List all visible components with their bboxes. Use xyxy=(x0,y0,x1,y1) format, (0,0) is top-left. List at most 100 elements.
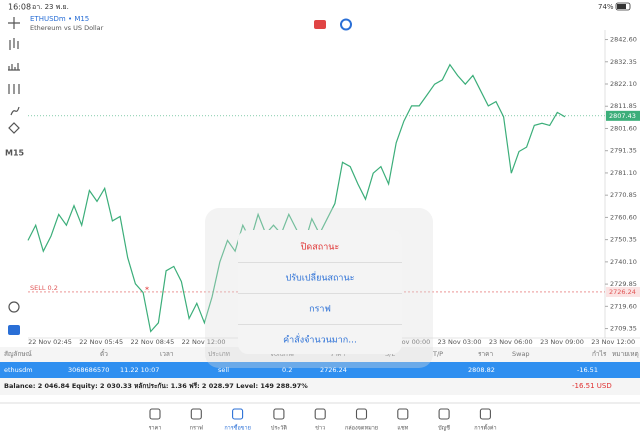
row-cell: 11.22 10:07 xyxy=(120,366,159,374)
y-tick-label: 2770.85 xyxy=(610,191,637,199)
timeframe[interactable]: M15 xyxy=(5,149,25,158)
y-tick-label: 2709.35 xyxy=(610,325,637,333)
y-tick-label: 2781.10 xyxy=(610,169,637,177)
table-header-bg xyxy=(0,347,640,362)
y-tick-label: 2811.85 xyxy=(610,102,637,110)
trade-button-2[interactable] xyxy=(340,18,352,31)
status-battery: 74% xyxy=(598,3,614,11)
function-tool[interactable] xyxy=(10,106,20,116)
objects-tool[interactable] xyxy=(8,122,20,134)
order-price-tag xyxy=(606,286,640,297)
crosshair-tool[interactable] xyxy=(8,17,20,29)
tab-label[interactable]: ข่าว xyxy=(315,426,325,432)
tab-icon[interactable] xyxy=(479,408,491,420)
x-tick-label: 22 Nov 08:45 xyxy=(130,338,174,346)
y-tick-label: 2832.35 xyxy=(610,58,637,66)
popup-layer: ปิดสถานะปรับเปลี่ยนสถานะกราฟคำสั่งจำนวนม… xyxy=(205,208,433,368)
tab-label[interactable]: กราฟ xyxy=(190,425,203,432)
left-toolbar xyxy=(8,17,20,313)
column-header: ราคา xyxy=(478,350,493,358)
tab-icon[interactable] xyxy=(273,408,285,420)
app-icon[interactable] xyxy=(8,325,20,335)
x-tick-label: 23 Nov 12:00 xyxy=(591,338,635,346)
order-label: SELL 0.2 xyxy=(30,284,58,292)
tab-icon[interactable] xyxy=(232,408,244,420)
tab-label[interactable]: การตั้งค่า xyxy=(474,424,496,432)
order-marker: * xyxy=(145,285,149,294)
zoom-tool[interactable] xyxy=(8,301,20,313)
x-tick-label: 22 Nov 02:45 xyxy=(28,338,72,346)
column-header: ประเภท xyxy=(208,350,230,358)
row-cell: 3068686570 xyxy=(68,366,109,374)
positions-table: สัญลักษณ์ตั๋วเวลาประเภทVolumeราคาS/LT/Pร… xyxy=(0,347,640,395)
x-tick-label: 22 Nov 05:45 xyxy=(79,338,123,346)
x-tick-label: 23 Nov 06:00 xyxy=(489,338,533,346)
tab-label[interactable]: กล่องจดหมาย xyxy=(345,426,378,432)
chart-description: Ethereum vs US Dollar xyxy=(30,24,104,32)
status-time: 16:08 xyxy=(8,3,31,12)
popup-item[interactable]: กราฟ xyxy=(309,305,331,315)
column-header: หมายเหตุ xyxy=(612,350,639,358)
tab-icon[interactable] xyxy=(149,408,161,420)
y-tick-label: 2760.60 xyxy=(610,213,637,221)
balance-bg xyxy=(0,378,640,395)
balance-text: Balance: 2 046.84 Equity: 2 030.33 หลักป… xyxy=(4,382,308,390)
column-header: กำไร xyxy=(592,350,607,358)
tab-icon[interactable] xyxy=(314,408,326,420)
row-cell: sell xyxy=(218,366,229,374)
tab-label[interactable]: แชท xyxy=(397,425,408,432)
chart-type-tool[interactable] xyxy=(9,38,19,50)
x-tick-label: 23 Nov 09:00 xyxy=(540,338,584,346)
tab-icon[interactable] xyxy=(355,408,368,420)
battery-level xyxy=(617,4,626,9)
selected-row-bg[interactable] xyxy=(0,362,640,378)
column-header: T/P xyxy=(432,350,443,358)
y-tick-label: 2801.60 xyxy=(610,124,637,132)
tab-label[interactable]: ราคา xyxy=(149,426,162,432)
popup-item[interactable]: คำสั่งจำนวนมาก... xyxy=(283,333,357,346)
row-cell: ethusdm xyxy=(4,366,33,374)
battery-icon xyxy=(615,2,631,11)
popup-item[interactable]: ปิดสถานะ xyxy=(301,242,340,253)
x-tick-label: 22 Nov 12:00 xyxy=(182,338,226,346)
status-date: อา. 23 พ.ย. xyxy=(32,3,69,11)
y-tick-label: 2791.35 xyxy=(610,147,637,155)
y-tick-label: 2729.85 xyxy=(610,280,637,288)
chart-symbol[interactable]: ETHUSDm • M15 xyxy=(30,15,89,23)
tab-icon[interactable] xyxy=(190,408,202,420)
total-profit: -16.51 USD xyxy=(572,382,612,390)
popup xyxy=(238,230,402,354)
tab-label[interactable]: บัญชี xyxy=(438,425,450,432)
tab-icon[interactable] xyxy=(438,408,450,420)
tab-label[interactable]: การซื้อขาย xyxy=(224,424,250,432)
tab-bar: ราคา กราฟ การซื้อขาย ประวัติ ข่าว กล่องจดหมาย… xyxy=(0,402,640,432)
tab-label[interactable]: ประวัติ xyxy=(271,425,287,432)
tab-icon[interactable] xyxy=(397,408,409,420)
row-cell: 2726.24 xyxy=(320,366,347,374)
lines-tool[interactable] xyxy=(8,84,20,94)
column-header: เวลา xyxy=(160,350,174,358)
row-cell: 2808.82 xyxy=(468,366,495,374)
x-tick-label: 23 Nov 03:00 xyxy=(438,338,482,346)
price-line xyxy=(27,63,566,333)
current-price-tag xyxy=(606,110,640,121)
x-tick-label: 23 Nov 00:00 xyxy=(386,338,430,346)
y-tick-label: 2740.10 xyxy=(610,258,637,266)
indicator-tool[interactable] xyxy=(8,63,20,71)
row-cell: -16.51 xyxy=(577,366,598,374)
popup-item[interactable]: ปรับเปลี่ยนสถานะ xyxy=(286,271,355,284)
chart-plot: 2842.60 2832.35 2822.10 2811.85 2801.60 2791.… xyxy=(27,36,640,346)
column-header: Swap xyxy=(512,350,530,358)
y-tick-label: 2842.60 xyxy=(610,36,637,44)
y-tick-label: 2750.35 xyxy=(610,236,637,244)
current-price-label: 2807.43 xyxy=(609,112,636,120)
column-header: สัญลักษณ์ xyxy=(4,350,32,358)
trade-button[interactable] xyxy=(314,20,326,29)
order-price-label: 2726.24 xyxy=(609,288,636,296)
y-tick-label: 2719.60 xyxy=(610,302,637,310)
column-header: ตั๋ว xyxy=(100,349,108,358)
y-tick-label: 2822.10 xyxy=(610,80,637,88)
row-cell: 0.2 xyxy=(282,366,292,374)
